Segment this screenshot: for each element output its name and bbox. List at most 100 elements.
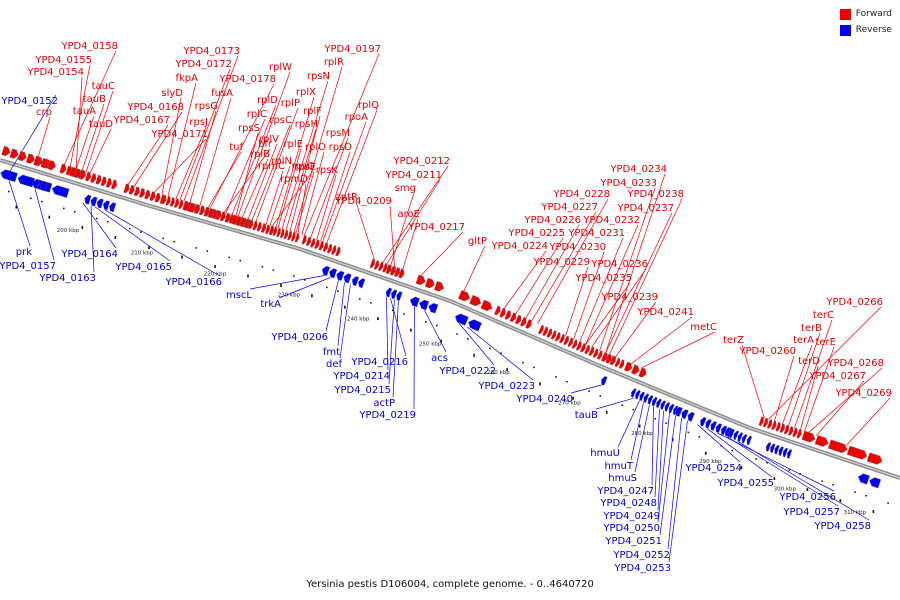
gene-label-rplp: rplP: [281, 98, 300, 109]
gene-label-ypd4-0240: YPD4_0240: [515, 394, 573, 405]
gene-label-ypd4-0269: YPD4_0269: [834, 388, 892, 399]
gene-label-rpmd: rpmD: [280, 174, 308, 185]
leader-line: [293, 66, 343, 233]
leader-line: [515, 237, 564, 315]
forward-gene-arrow: [183, 201, 190, 211]
tick-mark: [359, 298, 361, 300]
leader-line: [161, 97, 182, 195]
forward-gene-arrow: [434, 281, 445, 292]
reverse-gene-arrow: [329, 268, 338, 279]
leader-line: [697, 424, 741, 463]
forward-gene-arrow: [268, 225, 274, 235]
gene-label-ypd4-0238: YPD4_0238: [626, 189, 684, 200]
genome-backbone-line: [0, 158, 900, 480]
gene-arrows: [0, 145, 883, 489]
leader-line: [565, 266, 589, 336]
reverse-gene-arrow: [455, 313, 469, 326]
tick-mark: [370, 302, 372, 304]
tick-mark: [425, 321, 427, 323]
reverse-gene-arrow: [428, 303, 439, 314]
gene-label-tuf: tuf: [229, 142, 243, 153]
gene-label-ypd4-0171: YPD4_0171: [150, 129, 208, 140]
genome-backbone: [0, 158, 900, 480]
tick-mark: [129, 227, 131, 230]
tick-mark: [304, 279, 306, 281]
forward-gene-arrow: [9, 148, 19, 159]
tick-mark: [15, 205, 18, 209]
gene-label-rplv: rplV: [259, 134, 279, 145]
tick-mark: [214, 265, 216, 268]
reverse-gene-arrow: [385, 287, 393, 298]
forward-gene-arrow: [771, 420, 777, 431]
gene-label-actp: actP: [373, 398, 395, 409]
tick-mark: [489, 347, 491, 350]
leader-line: [8, 180, 31, 247]
forward-gene-arrow: [758, 416, 764, 426]
forward-gene-arrow: [207, 208, 213, 218]
reverse-gene-arrow: [774, 444, 780, 455]
forward-gene-arrow: [415, 274, 426, 286]
tick-mark: [63, 207, 65, 210]
gene-label-ypd4-0227: YPD4_0227: [540, 202, 598, 213]
reverse-gene-arrow: [343, 273, 352, 284]
gene-label-ypd4-0154: YPD4_0154: [26, 67, 84, 78]
gene-label-ypd4-0217: YPD4_0217: [407, 222, 465, 233]
forward-gene-arrow: [188, 202, 195, 213]
forward-gene-arrow: [276, 227, 281, 238]
forward-gene-arrow: [211, 209, 218, 219]
leader-line: [225, 118, 266, 214]
reverse-gene-arrow: [733, 430, 740, 441]
leader-line: [727, 436, 839, 507]
forward-gene-arrow: [480, 299, 493, 312]
gene-label-ypd4-0212: YPD4_0212: [392, 156, 450, 167]
gene-label-ypd4-0232: YPD4_0232: [582, 215, 640, 226]
forward-gene-arrow: [499, 307, 506, 318]
forward-gene-arrow: [538, 324, 544, 335]
forward-gene-arrow: [216, 210, 222, 221]
forward-gene-arrow: [580, 342, 586, 353]
forward-gene-arrow: [584, 344, 590, 355]
tick-mark: [588, 390, 590, 393]
reverse-gene-arrow: [787, 449, 793, 459]
forward-gene-arrow: [74, 168, 81, 179]
reverse-gene-arrow: [396, 291, 403, 302]
reverse-gene-arrow: [656, 398, 662, 409]
gene-label-rpsk: rpsK: [316, 165, 339, 176]
tick-mark: [773, 477, 776, 481]
tick-label: 260 kbp: [487, 370, 510, 376]
tick-mark: [566, 381, 568, 383]
gene-label-ypd4-0197: YPD4_0197: [323, 44, 381, 55]
leader-line: [81, 103, 105, 171]
gene-label-ypd4-0225: YPD4_0225: [507, 228, 565, 239]
leader-line: [90, 205, 95, 273]
leader-line: [382, 165, 449, 263]
forward-gene-arrow: [1, 145, 11, 157]
tick-mark: [731, 449, 734, 452]
gene-label-ypd4-0241: YPD4_0241: [636, 307, 694, 318]
leader-line: [4, 94, 57, 180]
gene-label-rpsj: rpsJ: [189, 117, 208, 128]
forward-gene-arrow: [287, 230, 292, 241]
leader-line: [249, 275, 325, 290]
forward-gene-arrow: [165, 195, 171, 206]
leader-line: [175, 126, 207, 199]
gene-label-ypd4-0253: YPD4_0253: [613, 563, 671, 574]
gene-label-ypd4-0165: YPD4_0165: [114, 262, 172, 273]
tick-mark: [96, 217, 98, 220]
forward-gene-arrow: [220, 211, 226, 222]
gene-label-acs: acs: [431, 353, 448, 364]
leader-line: [774, 355, 795, 422]
tick-mark: [605, 410, 608, 414]
forward-gene-arrow: [504, 310, 511, 320]
reverse-gene-arrow: [358, 278, 366, 289]
gene-label-ypd4-0209: YPD4_0209: [334, 196, 392, 207]
reverse-gene-arrow: [643, 393, 650, 403]
gene-label-rplc: rplC: [247, 109, 267, 120]
leader-line: [458, 323, 495, 366]
tick-mark: [788, 469, 790, 471]
forward-gene-arrow: [394, 267, 400, 277]
forward-gene-arrow: [248, 219, 254, 230]
tick-label: 250 kbp: [419, 341, 442, 347]
gene-label-ypd4-0260: YPD4_0260: [738, 346, 796, 357]
